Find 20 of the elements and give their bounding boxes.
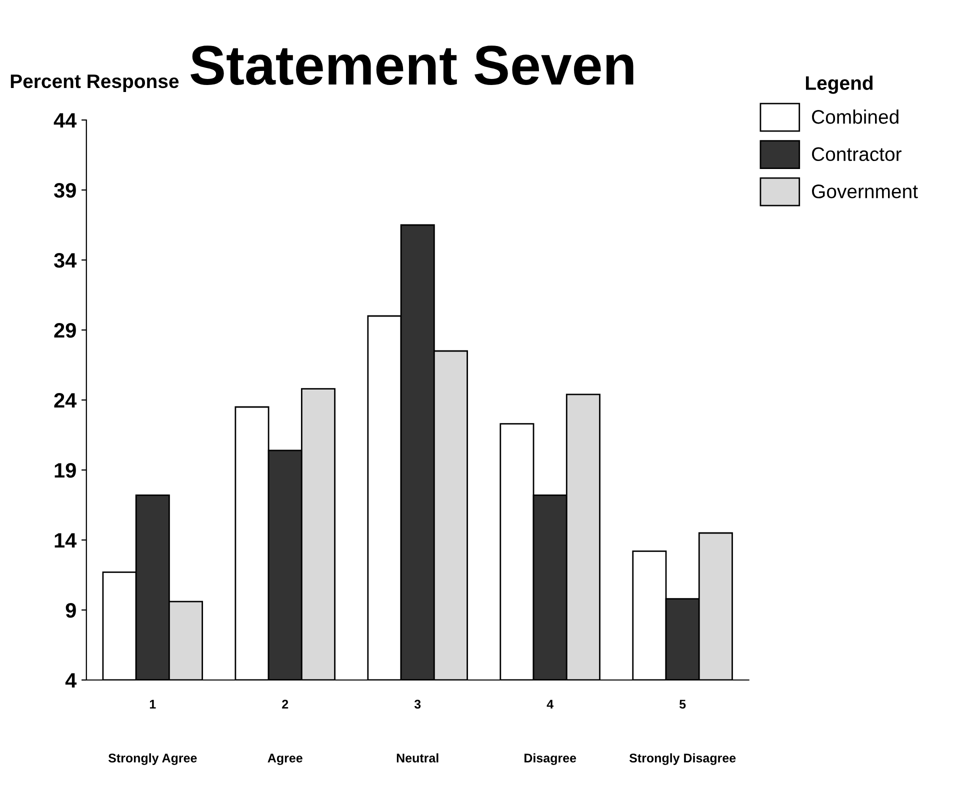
y-tick-label: 44 bbox=[54, 113, 77, 128]
category-label: 5 Strongly Disagree bbox=[629, 700, 736, 766]
category-label: 4 Disagree bbox=[524, 700, 576, 766]
legend-label: Combined bbox=[812, 110, 898, 124]
category-label: 2 Agree bbox=[268, 700, 302, 766]
y-tick-label: 29 bbox=[54, 323, 76, 338]
y-tick-label: 4 bbox=[65, 673, 77, 688]
chart-title: Statement Seven bbox=[190, 46, 634, 86]
y-tick-label: 19 bbox=[54, 463, 76, 478]
category-label: 3 Neutral bbox=[396, 700, 438, 762]
y-axis-title: Percent Response bbox=[10, 74, 179, 92]
y-tick-label: 24 bbox=[54, 393, 77, 408]
legend-title: Legend bbox=[806, 76, 873, 94]
y-tick-label: 39 bbox=[54, 183, 76, 198]
y-tick-label: 14 bbox=[54, 533, 77, 548]
category-label: 1 Strongly Agree bbox=[108, 700, 197, 766]
legend-label: Government bbox=[812, 184, 918, 198]
y-tick-label: 34 bbox=[54, 253, 77, 268]
legend-label: Contractor bbox=[812, 147, 902, 162]
y-tick-label: 9 bbox=[66, 603, 76, 618]
